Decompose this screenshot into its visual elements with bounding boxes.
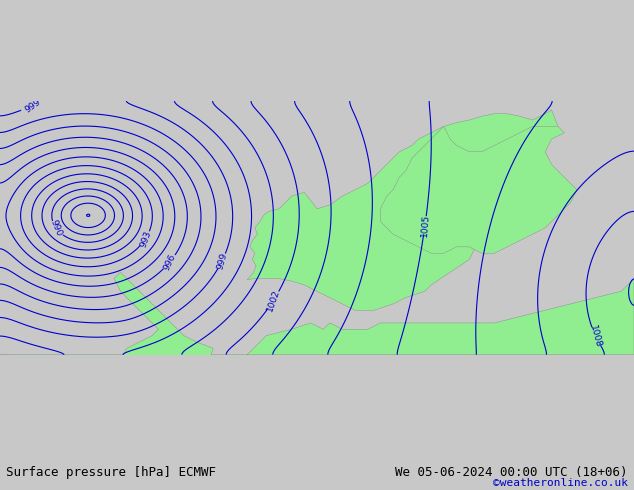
Text: 1002: 1002	[266, 288, 281, 313]
Text: 999: 999	[216, 251, 229, 270]
Text: 1008: 1008	[588, 324, 603, 348]
Text: We 05-06-2024 00:00 UTC (18+06): We 05-06-2024 00:00 UTC (18+06)	[395, 466, 628, 479]
Text: Surface pressure [hPa] ECMWF: Surface pressure [hPa] ECMWF	[6, 466, 216, 479]
Polygon shape	[247, 110, 558, 310]
Text: 999: 999	[23, 98, 42, 115]
Text: 990: 990	[49, 219, 63, 238]
Text: ©weatheronline.co.uk: ©weatheronline.co.uk	[493, 478, 628, 488]
Polygon shape	[114, 272, 213, 380]
Polygon shape	[380, 126, 577, 253]
Text: 1005: 1005	[420, 214, 430, 237]
Polygon shape	[0, 279, 634, 368]
Text: 996: 996	[162, 252, 178, 271]
Text: 993: 993	[138, 229, 153, 248]
